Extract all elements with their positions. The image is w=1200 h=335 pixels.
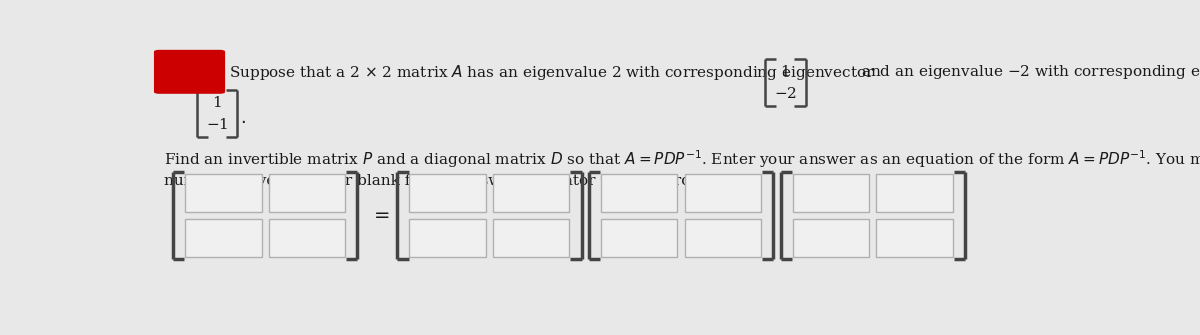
Text: Suppose that a 2 $\times$ 2 matrix $\mathit{A}$ has an eigenvalue 2 with corresp: Suppose that a 2 $\times$ 2 matrix $\mat… xyxy=(229,63,875,82)
FancyBboxPatch shape xyxy=(269,174,346,212)
Text: and an eigenvalue $-$2 with corresponding eigenvector: and an eigenvalue $-$2 with correspondin… xyxy=(862,63,1200,81)
FancyBboxPatch shape xyxy=(185,219,262,257)
FancyBboxPatch shape xyxy=(155,51,224,93)
FancyBboxPatch shape xyxy=(409,219,486,257)
FancyBboxPatch shape xyxy=(493,219,570,257)
Text: $-$1: $-$1 xyxy=(205,117,228,132)
FancyBboxPatch shape xyxy=(793,174,869,212)
FancyBboxPatch shape xyxy=(876,174,953,212)
FancyBboxPatch shape xyxy=(493,174,570,212)
Text: 1: 1 xyxy=(212,96,222,110)
Text: =: = xyxy=(374,206,391,225)
Text: .: . xyxy=(240,109,246,127)
FancyBboxPatch shape xyxy=(409,174,486,212)
FancyBboxPatch shape xyxy=(601,174,677,212)
FancyBboxPatch shape xyxy=(685,219,761,257)
FancyBboxPatch shape xyxy=(269,219,346,257)
FancyBboxPatch shape xyxy=(876,219,953,257)
FancyBboxPatch shape xyxy=(685,174,761,212)
Text: number in every answer blank for the answer evaluator to work properly.: number in every answer blank for the ans… xyxy=(164,174,733,188)
FancyBboxPatch shape xyxy=(793,219,869,257)
Text: $-$2: $-$2 xyxy=(774,86,797,101)
Text: 1: 1 xyxy=(780,65,790,79)
FancyBboxPatch shape xyxy=(185,174,262,212)
Text: Find an invertible matrix $P$ and a diagonal matrix $D$ so that $A = \mathit{PDP: Find an invertible matrix $P$ and a diag… xyxy=(164,148,1200,170)
FancyBboxPatch shape xyxy=(601,219,677,257)
